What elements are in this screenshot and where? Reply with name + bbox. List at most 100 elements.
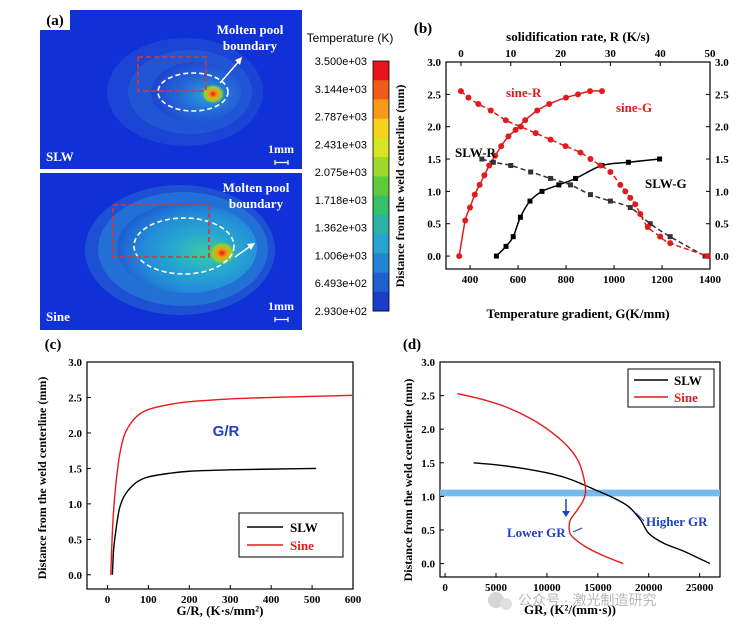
x2-tick-label: 0 — [458, 48, 464, 60]
colorbar-band — [373, 253, 389, 274]
point-sine-G — [599, 88, 605, 95]
point-sine-R — [465, 94, 472, 101]
x-tick-label: 5000 — [485, 582, 508, 594]
colorbar-tick-label: 3.500e+03 — [315, 56, 367, 68]
colorbar-tick-label: 2.075e+03 — [315, 167, 367, 179]
panel-b-y-axis-title: Distance from the weld centerline (mm) — [393, 85, 407, 288]
point-SLW-R — [508, 163, 514, 168]
y-tick-label: 1.0 — [421, 491, 435, 503]
point-SLW-G — [556, 182, 562, 188]
sine-pool-boundary — [133, 217, 235, 275]
sine-molten-pool-label-1: Molten pool — [223, 180, 290, 195]
point-sine-G — [481, 172, 488, 179]
point-SLW-R — [667, 234, 673, 240]
series-line-sine-R — [460, 90, 708, 257]
annotation-SLW-R: SLW-R — [455, 145, 497, 160]
x-tick-label: 1200 — [651, 274, 674, 286]
y-tick-label: 0.5 — [427, 219, 441, 231]
panel-b-label: (b) — [414, 21, 432, 37]
colorbar-band — [373, 272, 389, 293]
panel-c-x-axis-title: G/R, (K·s/mm²) — [177, 603, 264, 618]
point-SLW-R — [490, 159, 496, 165]
x-tick-label: 25000 — [686, 582, 714, 594]
sine-scale-label: 1mm — [268, 299, 294, 313]
panel-c-frame — [86, 361, 354, 590]
point-sine-G — [467, 204, 473, 211]
y-tick-label: 1.0 — [68, 499, 82, 511]
x-tick-label: 300 — [222, 594, 239, 606]
point-sine-G — [546, 101, 553, 108]
y-tick-label: 2.0 — [427, 122, 441, 134]
point-SLW-G — [510, 234, 516, 240]
y-tick-label: 1.5 — [427, 154, 441, 166]
sine-molten-pool-label-2: boundary — [229, 196, 284, 211]
point-sine-R — [587, 156, 594, 163]
y-tick-label: 3.0 — [421, 357, 435, 369]
x2-tick-label: 10 — [505, 48, 517, 60]
sine-laser-spot — [208, 241, 236, 265]
point-SLW-R — [627, 205, 633, 211]
y-tick-label: 0.0 — [427, 251, 441, 263]
y-tick-label: 2.5 — [421, 391, 435, 403]
panel-d-label: (d) — [403, 337, 421, 353]
x-tick-label: 0 — [442, 582, 448, 594]
colorbar-tick-label: 1.718e+03 — [315, 195, 367, 207]
slw-laser-spot — [201, 84, 225, 104]
y-tick-label: 3.0 — [68, 357, 82, 369]
annotation-lower-gr: Lower GR — [507, 525, 566, 540]
point-sine-R — [637, 211, 644, 218]
colorbar-tick-label: 2.930e+02 — [315, 306, 367, 318]
y-tick-label: 1.5 — [68, 463, 82, 475]
colorbar-band — [373, 214, 389, 235]
point-sine-G — [492, 152, 499, 159]
panel-d-x-axis-title: GR, (K²/(mm·s)) — [524, 602, 616, 617]
x-tick-label: 600 — [345, 594, 362, 606]
point-sine-R — [632, 201, 639, 208]
colorbar-tick-label: 3.144e+03 — [315, 84, 367, 96]
colorbar-band — [373, 157, 389, 177]
x-tick-label: 500 — [304, 594, 321, 606]
point-sine-R — [622, 188, 629, 195]
down-arrow-icon — [562, 511, 570, 517]
point-sine-G — [563, 94, 569, 101]
point-sine-R — [597, 162, 604, 169]
colorbar-frame — [372, 60, 390, 312]
colorbar-band — [373, 99, 389, 120]
y-tick-label: 2.0 — [68, 428, 82, 440]
point-SLW-R — [528, 169, 534, 175]
slw-pool-boundary — [157, 72, 229, 112]
colorbar-tick-label: 1.362e+03 — [315, 223, 367, 235]
point-sine-G — [486, 162, 493, 169]
point-SLW-R — [568, 182, 574, 188]
y-tick-label: 1.0 — [427, 186, 441, 198]
annotation-higher-gr: Higher GR — [646, 514, 708, 529]
x-tick-label: 400 — [263, 594, 280, 606]
panel-c: (c) 0.0 0.5 1.0 1.5 2.0 2.5 3.0 0 100 200 300 400 50… — [35, 337, 362, 618]
point-sine-R — [607, 168, 614, 175]
point-sine-R — [547, 136, 554, 143]
colorbar-title: Temperature (K) — [307, 31, 394, 45]
x2-tick-label: 40 — [655, 48, 667, 60]
point-SLW-R — [647, 221, 653, 227]
point-sine-R — [657, 233, 664, 240]
x-tick-label: 15000 — [584, 582, 612, 594]
point-SLW-G — [657, 156, 663, 162]
point-SLW-G — [527, 198, 533, 204]
point-SLW-R — [548, 175, 554, 181]
sine-case-label: Sine — [46, 309, 70, 324]
panel-c-label: (c) — [45, 337, 62, 353]
x2-tick-label: 30 — [605, 48, 617, 60]
panel-c-legend: SLW Sine — [238, 512, 344, 558]
annotation-sine-R: sine-R — [506, 85, 542, 100]
y-tick-label: 0.5 — [421, 525, 435, 537]
point-sine-G — [462, 217, 469, 224]
point-SLW-G — [493, 253, 499, 259]
colorbar-band — [373, 234, 389, 254]
series-line-SLW-G — [495, 158, 660, 257]
point-sine-R — [487, 107, 494, 114]
x-tick-label: 1400 — [699, 274, 722, 286]
y-tick-label: 0.0 — [421, 559, 435, 571]
legend-label-slw-d: SLW — [674, 373, 702, 388]
slw-pointer-arrow — [235, 57, 242, 65]
panel-d-y-axis-title: Distance from the weld centerline (mm) — [401, 379, 415, 582]
